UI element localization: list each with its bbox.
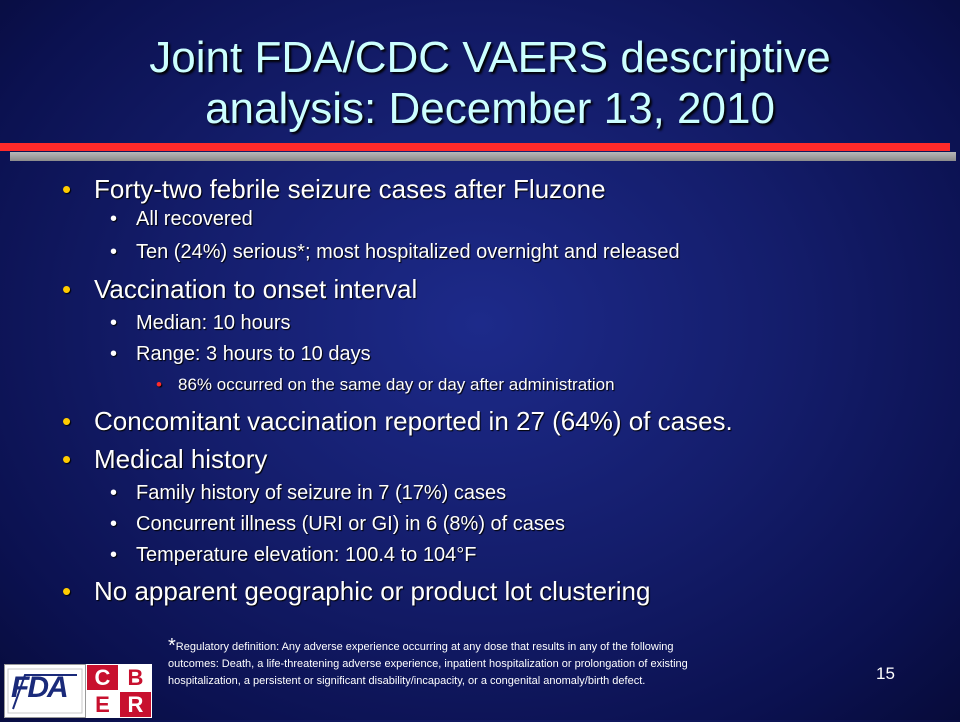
bullet-dot-icon: • [110,513,118,535]
bullet-dot-icon: • [62,576,72,606]
title-rule-shadow [10,152,956,161]
bullet-text: Medical history [94,444,268,474]
bullet-dot-icon: • [110,482,118,504]
footnote-asterisk: * [168,635,176,657]
bullet-text: No apparent geographic or product lot cl… [94,576,651,606]
bullet-dot-icon: • [62,274,72,304]
fda-logo-icon [7,668,83,714]
bullet-text: Family history of seizure in 7 (17%) cas… [136,482,507,504]
bullet-dot-icon: • [62,174,72,204]
sub-bullet-item: • Family history of seizure in 7 (17%) c… [110,482,507,505]
title-rule [0,143,950,151]
cber-letter: E [87,692,118,717]
sub-bullet-item: • Concurrent illness (URI or GI) in 6 (8… [110,513,566,536]
bullet-dot-icon: • [110,241,118,263]
bullet-dot-icon: • [110,208,118,230]
bullet-text: Temperature elevation: 100.4 to 104°F [136,544,477,566]
bullet-text: Concomitant vaccination reported in 27 (… [94,406,733,436]
sub-bullet-item: • Range: 3 hours to 10 days [110,343,371,366]
slide-title-line-2: analysis: December 13, 2010 [205,84,775,133]
bullet-item: • Medical history [62,444,268,475]
bullet-dot-icon: • [62,444,72,474]
footnote-line-1: *Regulatory definition: Any adverse expe… [168,635,818,657]
footnote-text: Regulatory definition: Any adverse exper… [175,641,674,653]
bullet-text: 86% occurred on the same day or day afte… [178,375,615,394]
bullet-item: • Concomitant vaccination reported in 27… [62,406,733,437]
cber-letter: B [120,665,151,690]
bullet-text: Concurrent illness (URI or GI) in 6 (8%)… [136,513,566,535]
cber-letter: C [87,665,118,690]
slide-title-line-1: Joint FDA/CDC VAERS descriptive [149,33,831,82]
fda-logo: FDA [4,664,86,718]
sub-bullet-item: • Ten (24%) serious*; most hospitalized … [110,241,680,264]
sub-bullet-item: • Temperature elevation: 100.4 to 104°F [110,544,477,567]
bullet-text: All recovered [136,208,253,230]
footnote-line-3: hospitalization, a persistent or signifi… [168,675,646,687]
footnote: *Regulatory definition: Any adverse expe… [168,635,818,690]
cber-letter: R [120,692,151,717]
bullet-item: • No apparent geographic or product lot … [62,576,651,607]
bullet-dot-icon: • [156,375,162,394]
fda-logo-text: FDA [11,671,69,704]
bullet-text: Range: 3 hours to 10 days [136,343,371,365]
bullet-item: • Forty-two febrile seizure cases after … [62,174,606,205]
page-number: 15 [876,664,895,683]
bullet-text: Ten (24%) serious*; most hospitalized ov… [136,241,680,263]
bullet-text: Forty-two febrile seizure cases after Fl… [94,174,606,204]
bullet-text: Median: 10 hours [136,312,291,334]
sub-sub-bullet-item: • 86% occurred on the same day or day af… [156,375,615,395]
footnote-line-2: outcomes: Death, a life-threatening adve… [168,658,688,670]
bullet-dot-icon: • [62,406,72,436]
bullet-text: Vaccination to onset interval [94,274,418,304]
cber-logo: C B E R [86,664,152,718]
bullet-item: • Vaccination to onset interval [62,274,418,305]
bullet-dot-icon: • [110,544,118,566]
bullet-dot-icon: • [110,312,118,334]
bullet-dot-icon: • [110,343,118,365]
sub-bullet-item: • All recovered [110,208,253,231]
slide-title: Joint FDA/CDC VAERS descriptive analysis… [60,32,920,134]
sub-bullet-item: • Median: 10 hours [110,312,291,335]
